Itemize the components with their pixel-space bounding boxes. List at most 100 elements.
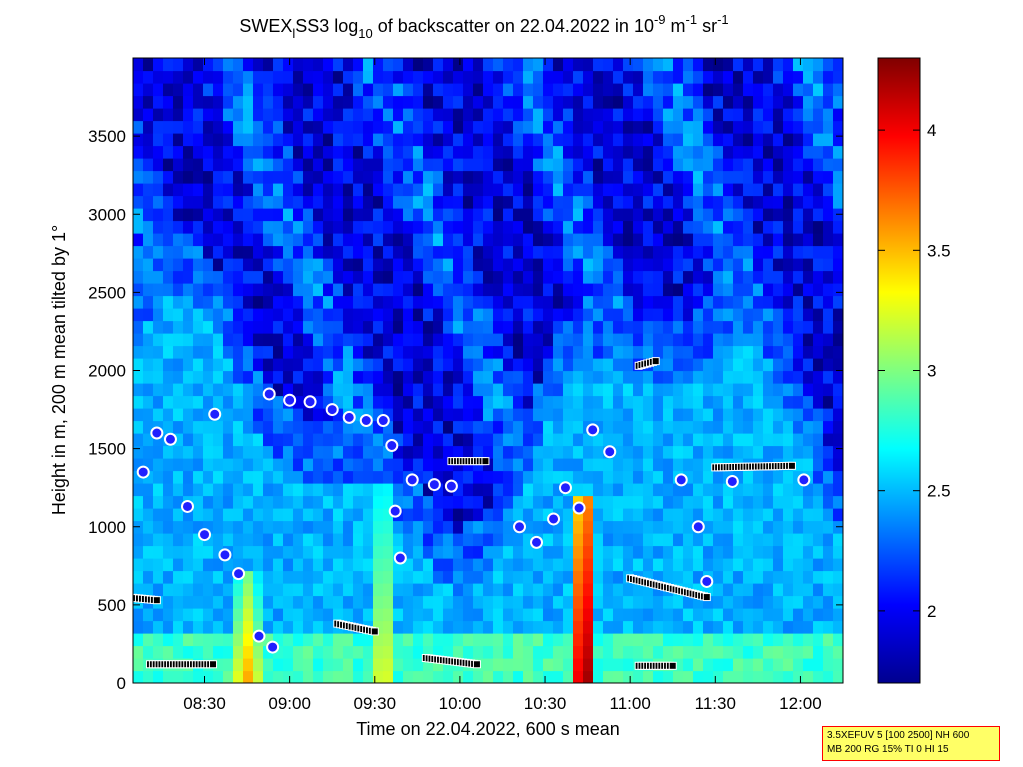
heatmap-cell [243, 433, 254, 447]
heatmap-cell [373, 670, 384, 683]
heatmap-cell [663, 358, 674, 372]
heatmap-cell [173, 458, 184, 472]
heatmap-cell [743, 658, 754, 672]
heatmap-cell [243, 633, 254, 647]
heatmap-cell [613, 395, 624, 409]
cloud-base-circle [700, 574, 714, 588]
heatmap-cell [153, 133, 164, 147]
heatmap-cell [493, 658, 504, 672]
heatmap-cell [223, 270, 234, 284]
heatmap-cell [173, 520, 184, 534]
heatmap-cell [593, 345, 604, 359]
heatmap-cell [263, 545, 274, 559]
heatmap-cell [383, 533, 394, 547]
heatmap-cell [143, 58, 154, 72]
heatmap-cell [553, 608, 564, 622]
heatmap-cell [183, 283, 194, 297]
heatmap-cell [753, 358, 764, 372]
heatmap-cell [613, 545, 624, 559]
heatmap-cell [353, 595, 364, 609]
heatmap-cell [283, 495, 294, 509]
heatmap-cell [373, 295, 384, 309]
heatmap-cell [283, 633, 294, 647]
heatmap-cell [303, 383, 314, 397]
heatmap-cell [333, 83, 344, 97]
heatmap-cell [153, 633, 164, 647]
heatmap-cell [293, 658, 304, 672]
heatmap-cell [693, 120, 704, 134]
heatmap-cell [533, 145, 544, 159]
heatmap-cell [823, 358, 834, 372]
heatmap-cell [223, 408, 234, 422]
heatmap-cell [133, 283, 144, 297]
heatmap-cell [523, 120, 534, 134]
heatmap-cell [223, 383, 234, 397]
heatmap-cell [403, 158, 414, 172]
heatmap-cell [243, 620, 254, 634]
heatmap-cell [703, 433, 714, 447]
heatmap-cell [353, 383, 364, 397]
heatmap-cell [193, 433, 204, 447]
heatmap-cell [153, 358, 164, 372]
heatmap-cell [243, 495, 254, 509]
heatmap-cell [363, 83, 374, 97]
heatmap-cell [413, 408, 424, 422]
heatmap-cell [493, 145, 504, 159]
heatmap-cell [433, 558, 444, 572]
heatmap-cell [733, 383, 744, 397]
heatmap-cell [793, 208, 804, 222]
heatmap-cell [453, 383, 464, 397]
heatmap-cell [233, 133, 244, 147]
heatmap-cell [783, 370, 794, 384]
heatmap-cell [583, 283, 594, 297]
heatmap-cell [333, 183, 344, 197]
heatmap-cell [823, 420, 834, 434]
heatmap-cell [743, 295, 754, 309]
heatmap-cell [643, 645, 654, 659]
heatmap-cell [433, 170, 444, 184]
heatmap-cell [503, 558, 514, 572]
x-tick-label: 10:30 [524, 694, 567, 713]
heatmap-cell [603, 658, 614, 672]
heatmap-cell [783, 620, 794, 634]
heatmap-cell [163, 345, 174, 359]
heatmap-cell [493, 458, 504, 472]
heatmap-cell [633, 583, 644, 597]
heatmap-cell [173, 533, 184, 547]
heatmap-cell [343, 520, 354, 534]
heatmap-cell [623, 470, 634, 484]
heatmap-cell [583, 170, 594, 184]
heatmap-cell [803, 70, 814, 84]
heatmap-cell [273, 370, 284, 384]
heatmap-cell [683, 420, 694, 434]
heatmap-cell [173, 195, 184, 209]
heatmap-cell [703, 145, 714, 159]
heatmap-cell [833, 170, 843, 184]
heatmap-cell [573, 533, 584, 547]
heatmap-cell [433, 120, 444, 134]
heatmap-cell [593, 645, 604, 659]
heatmap-cell [773, 533, 784, 547]
heatmap-cell [333, 383, 344, 397]
heatmap-cell [393, 633, 404, 647]
heatmap-cell [503, 345, 514, 359]
heatmap-cell [703, 333, 714, 347]
heatmap-cell [553, 133, 564, 147]
heatmap-cell [463, 170, 474, 184]
heatmap-cell [553, 445, 564, 459]
heatmap-cell [343, 58, 354, 72]
heatmap-cell [183, 120, 194, 134]
heatmap-cell [453, 570, 464, 584]
heatmap-cell [803, 83, 814, 97]
heatmap-cell [303, 358, 314, 372]
heatmap-cell [533, 645, 544, 659]
heatmap-cell [513, 233, 524, 247]
heatmap-cell [573, 258, 584, 272]
heatmap-cell [523, 458, 534, 472]
heatmap-cell [293, 220, 304, 234]
heatmap-cell [473, 470, 484, 484]
heatmap-cell [403, 208, 414, 222]
heatmap-cell [603, 133, 614, 147]
heatmap-cell [543, 258, 554, 272]
heatmap-cell [393, 183, 404, 197]
